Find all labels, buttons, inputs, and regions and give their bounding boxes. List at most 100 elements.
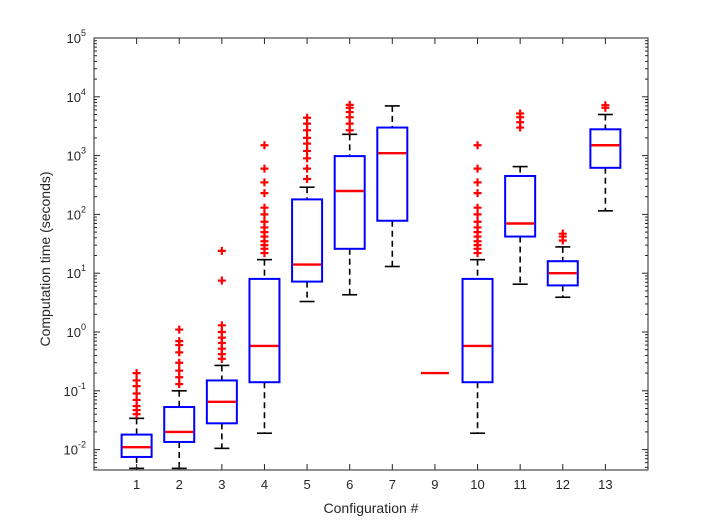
outlier-point (601, 101, 610, 110)
y-tick-base: 10 (67, 31, 81, 46)
outlier-point (175, 380, 184, 389)
outlier-point (473, 189, 482, 198)
box-10 (461, 141, 494, 435)
box-2 (163, 325, 196, 470)
outlier-point (175, 325, 184, 334)
box-3 (205, 246, 238, 450)
y-tick-exponent: -1 (78, 381, 86, 391)
box-4 (248, 141, 281, 435)
outlier-point (260, 203, 269, 212)
outlier-point (303, 133, 312, 142)
x-axis-title: Configuration # (324, 500, 419, 516)
x-tick-label: 3 (218, 477, 225, 492)
outlier-point (132, 369, 141, 378)
iqr-box (163, 406, 196, 443)
iqr-box (205, 379, 238, 425)
y-tick-base: 10 (64, 443, 78, 458)
outlier-point (175, 366, 184, 375)
outlier-point (303, 113, 312, 122)
y-tick-exponent: 4 (81, 87, 86, 97)
outlier-point (260, 189, 269, 198)
outlier-point (217, 328, 226, 337)
outlier-point (132, 376, 141, 385)
iqr-box (504, 174, 537, 238)
y-axis-title: Computation time (seconds) (37, 171, 53, 346)
box-7 (376, 105, 409, 268)
y-tick-label: 100 (67, 322, 86, 340)
iqr-box (461, 277, 494, 384)
boxes-layer (120, 100, 622, 470)
y-tick-base: 10 (67, 325, 81, 340)
box-5 (291, 113, 324, 303)
outlier-point (473, 164, 482, 173)
outlier-point (260, 210, 269, 219)
outlier-point (303, 154, 312, 163)
iqr-box (291, 198, 324, 283)
y-tick-base: 10 (64, 384, 78, 399)
x-tick-label: 10 (470, 477, 484, 492)
outlier-point (175, 337, 184, 346)
y-tick-exponent: -2 (78, 440, 86, 450)
y-tick-exponent: 0 (81, 322, 86, 332)
y-tick-base: 10 (67, 207, 81, 222)
iqr-box (546, 260, 579, 287)
outlier-point (175, 348, 184, 357)
y-tick-label: 102 (67, 204, 86, 222)
outlier-point (303, 175, 312, 184)
outlier-point (473, 217, 482, 226)
iqr-box (120, 433, 153, 458)
y-tick-label: 101 (67, 263, 86, 281)
y-tick-base: 10 (67, 266, 81, 281)
outlier-point (558, 229, 567, 238)
outlier-point (260, 178, 269, 187)
x-tick-label: 9 (431, 477, 438, 492)
y-tick-label: 10-1 (64, 381, 86, 399)
iqr-box (589, 128, 622, 169)
x-tick-label: 11 (513, 477, 527, 492)
iqr-box (333, 155, 366, 250)
outlier-point (473, 203, 482, 212)
y-tick-exponent: 1 (81, 263, 86, 273)
outlier-point (516, 109, 525, 118)
x-tick-label: 2 (176, 477, 183, 492)
box-12 (546, 229, 579, 299)
y-tick-label: 105 (67, 28, 86, 46)
outlier-point (217, 276, 226, 285)
box-1 (120, 369, 153, 470)
box-13 (589, 101, 622, 212)
y-tick-exponent: 2 (81, 204, 86, 214)
x-tick-label: 12 (556, 477, 570, 492)
y-tick-label: 103 (67, 146, 86, 164)
outlier-point (132, 389, 141, 398)
outlier-point (303, 146, 312, 155)
x-tick-label: 7 (389, 477, 396, 492)
y-tick-exponent: 3 (81, 146, 86, 156)
outlier-point (473, 141, 482, 150)
y-tick-label: 10-2 (64, 440, 86, 458)
x-tick-label: 4 (261, 477, 268, 492)
y-tick-label: 104 (67, 87, 86, 105)
outlier-point (473, 210, 482, 219)
outlier-point (217, 246, 226, 255)
outlier-point (303, 164, 312, 173)
x-tick-label: 13 (598, 477, 612, 492)
outlier-point (260, 217, 269, 226)
y-tick-base: 10 (67, 90, 81, 105)
y-tick-base: 10 (67, 149, 81, 164)
y-tick-exponent: 5 (81, 28, 86, 38)
iqr-box (248, 277, 281, 384)
outlier-point (175, 358, 184, 367)
x-tick-label: 6 (346, 477, 353, 492)
box-11 (504, 109, 537, 286)
outlier-point (260, 141, 269, 150)
outlier-point (260, 164, 269, 173)
box-6 (333, 100, 366, 296)
x-tick-label: 1 (133, 477, 140, 492)
plot-frame (93, 37, 649, 471)
x-tick-label: 5 (303, 477, 310, 492)
iqr-box (376, 126, 409, 222)
outlier-point (217, 321, 226, 330)
outlier-point (345, 100, 354, 109)
